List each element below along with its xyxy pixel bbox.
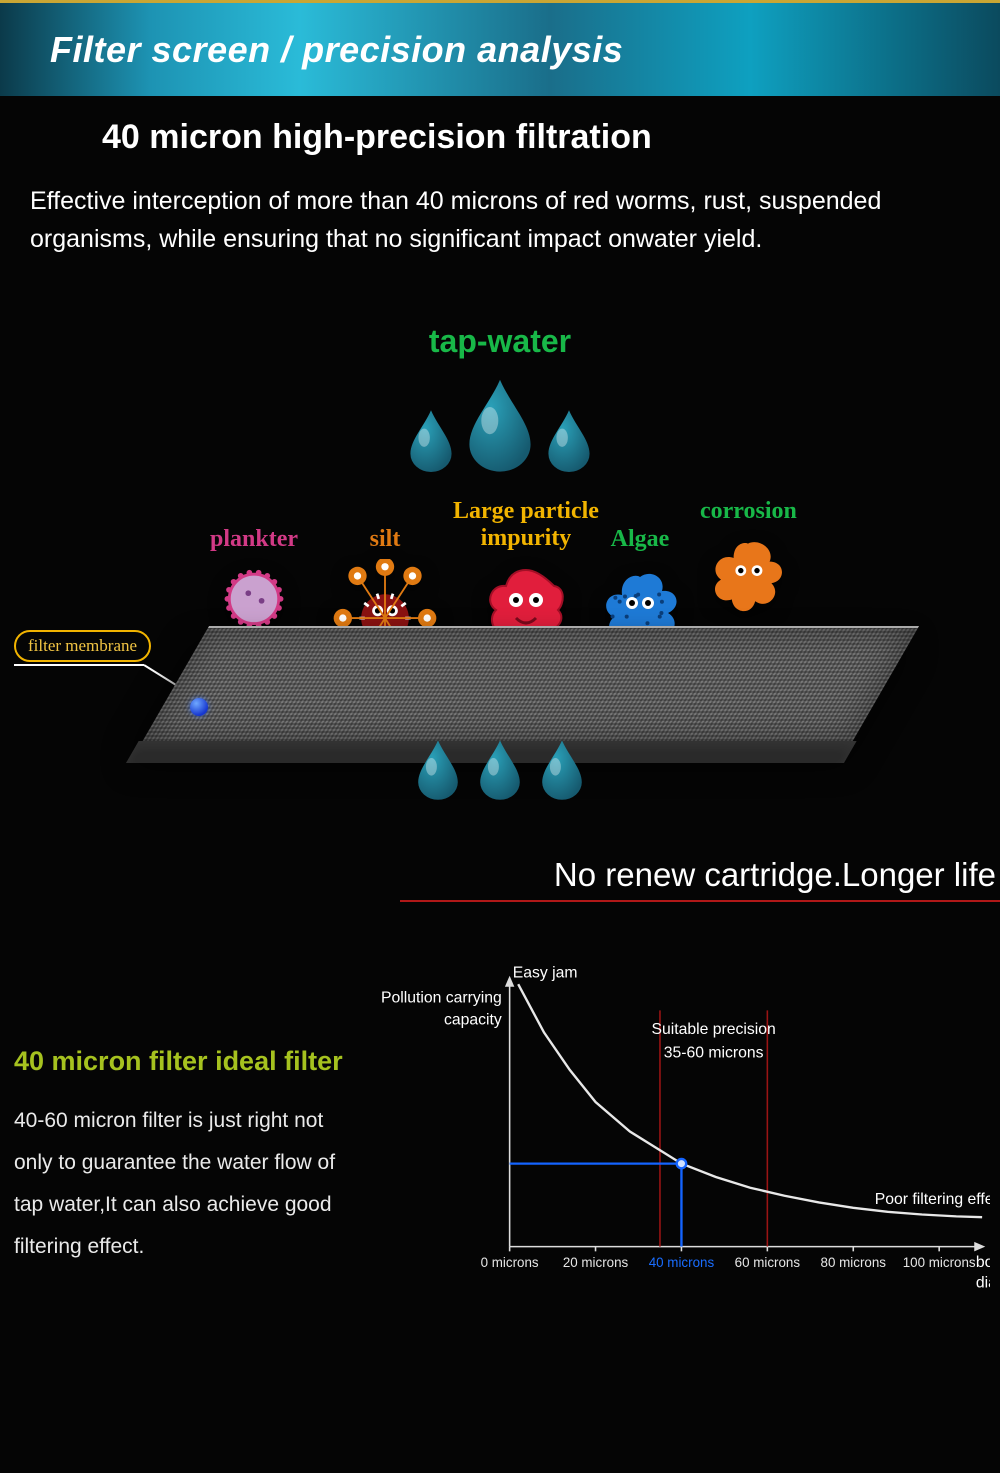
filter-membrane [141, 626, 919, 744]
description-text: Effective interception of more than 40 m… [0, 165, 1000, 258]
particle-corrosion: corrosion [700, 526, 797, 621]
svg-text:Suitable precision: Suitable precision [651, 1021, 775, 1038]
subheading: 40 micron high-precision filtration [0, 96, 1000, 165]
filter-membrane-leader-line [14, 664, 144, 666]
header-title: Filter screen / precision analysis [50, 29, 623, 71]
precision-chart: Suitable precision 35-60 microns 0 microns… [360, 910, 990, 1370]
svg-text:35-60 microns: 35-60 microns [664, 1045, 764, 1062]
svg-text:diameter: diameter [976, 1275, 990, 1292]
svg-text:20 microns: 20 microns [563, 1255, 629, 1270]
svg-text:capacity: capacity [444, 1012, 502, 1029]
svg-text:60 microns: 60 microns [735, 1255, 801, 1270]
filter-membrane-badge: filter membrane [14, 630, 151, 662]
membrane-blue-dot-icon [190, 698, 208, 716]
water-drops-bottom [416, 738, 584, 800]
svg-text:0 microns: 0 microns [481, 1255, 539, 1270]
svg-text:40 microns: 40 microns [649, 1255, 715, 1270]
tap-water-label: tap-water [429, 323, 571, 360]
svg-text:100 microns: 100 microns [903, 1255, 976, 1270]
tagline-underline [400, 900, 1000, 902]
tagline-text: No renew cartridge.Longer life [554, 856, 996, 894]
header-banner: Filter screen / precision analysis [0, 0, 1000, 96]
water-drops-top [408, 376, 592, 472]
svg-text:Poor filtering effect: Poor filtering effect [875, 1191, 990, 1208]
svg-text:Easy jam: Easy jam [513, 964, 578, 981]
particle-plankter: plankter [210, 526, 298, 635]
svg-text:bore: bore [976, 1254, 990, 1271]
svg-text:80 microns: 80 microns [821, 1255, 887, 1270]
ideal-filter-title: 40 micron filter ideal filter [14, 1046, 343, 1077]
svg-text:Pollution carrying: Pollution carrying [381, 990, 502, 1007]
chart-svg: Suitable precision 35-60 microns 0 microns… [360, 910, 990, 1410]
ideal-filter-body: 40-60 micron filter is just right not on… [14, 1100, 344, 1268]
filtration-diagram: tap-water filter membrane plankter silt [0, 268, 1000, 898]
